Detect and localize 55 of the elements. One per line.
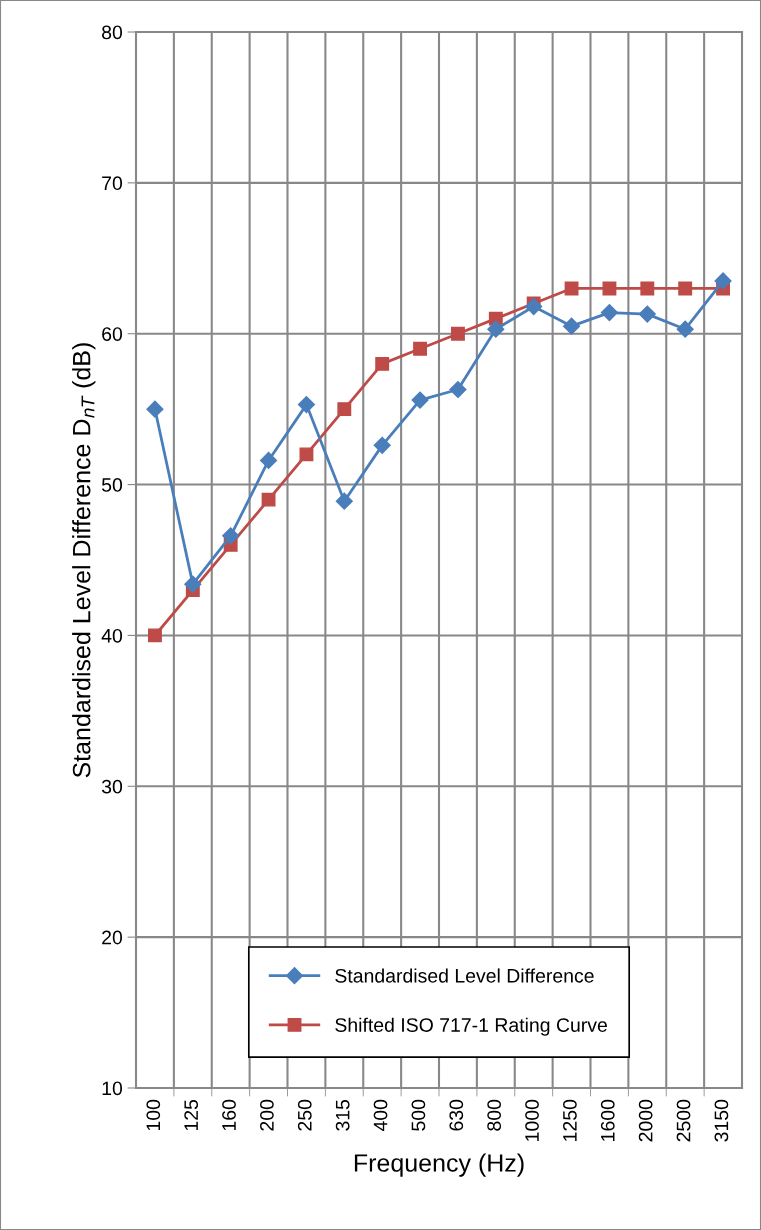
y-tick-label: 40 [101, 628, 123, 643]
point [638, 305, 656, 323]
point [602, 281, 617, 296]
x-tick-label: 1600 [600, 1099, 615, 1141]
x-tick-label: 800 [487, 1099, 502, 1131]
point [449, 380, 467, 399]
point [299, 447, 314, 462]
point [375, 356, 390, 371]
x-tick-label: 100 [146, 1099, 161, 1131]
x-tick-label: 1250 [563, 1099, 577, 1141]
point [413, 341, 428, 356]
point [260, 451, 278, 469]
y-tick-label: 20 [102, 930, 123, 945]
point [676, 320, 694, 338]
point [411, 391, 429, 409]
point [147, 628, 162, 643]
legend-label: Shifted ISO 717-1 Rating Curve [335, 1017, 607, 1036]
x-tick-label: 200 [260, 1099, 274, 1131]
x-tick-label: 3150 [714, 1099, 729, 1142]
x-tick-label: 630 [449, 1099, 464, 1131]
x-tick-label: 125 [184, 1099, 199, 1131]
point [450, 326, 465, 341]
x-tick-label: 2500 [676, 1099, 691, 1142]
point [335, 492, 353, 510]
x-tick-label: 2000 [638, 1099, 653, 1142]
point [564, 281, 579, 296]
point [337, 402, 352, 417]
point [297, 396, 315, 414]
point [563, 317, 581, 335]
y-tick-label: 70 [102, 176, 123, 191]
point [678, 281, 693, 296]
point [373, 436, 391, 454]
legend-label: Standardised Level Difference [335, 968, 594, 983]
x-tick-label: 160 [222, 1099, 236, 1131]
x-tick-label: 315 [335, 1099, 350, 1131]
point [487, 320, 505, 338]
y-axis-title: Standardised Level Difference D$_{nT}$ (dB) [72, 343, 96, 778]
x-tick-label: 400 [373, 1099, 388, 1132]
x-tick-label: 1000 [525, 1099, 539, 1141]
y-tick-label: 10 [102, 1081, 123, 1096]
x-tick-label: 250 [297, 1099, 312, 1131]
point [600, 304, 618, 322]
point [184, 575, 202, 593]
x-tick-label: 500 [411, 1099, 426, 1131]
y-tick-label: 50 [101, 478, 123, 492]
point [640, 281, 655, 296]
point [222, 527, 240, 545]
y-tick-label: 80 [102, 25, 123, 40]
point [261, 492, 276, 507]
point [714, 272, 732, 290]
point [146, 400, 164, 418]
y-tick-label: 30 [101, 779, 123, 794]
x-axis-title: Frequency (Hz) [354, 1153, 524, 1177]
y-tick-label: 60 [102, 327, 123, 341]
point [525, 298, 543, 316]
